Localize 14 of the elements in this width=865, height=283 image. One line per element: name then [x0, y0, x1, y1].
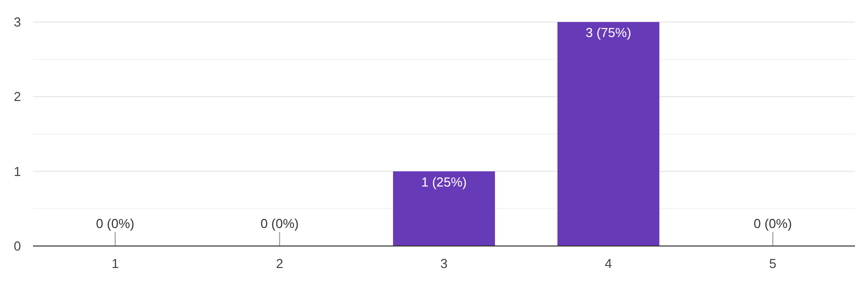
x-tick-label: 3	[440, 256, 448, 271]
y-tick-label: 2	[14, 89, 21, 104]
data-label: 0 (0%)	[260, 216, 299, 231]
x-tick-label: 4	[604, 256, 612, 271]
data-label: 3 (75%)	[586, 25, 632, 40]
y-tick-label: 3	[14, 14, 21, 30]
y-tick-label: 0	[14, 238, 21, 254]
x-tick-label: 5	[769, 256, 776, 271]
data-label: 1 (25%)	[421, 174, 467, 190]
x-tick-label: 2	[276, 256, 284, 271]
data-label: 0 (0%)	[754, 216, 792, 231]
data-label: 0 (0%)	[96, 216, 134, 231]
y-tick-label: 1	[14, 164, 21, 179]
x-tick-label: 1	[112, 256, 119, 271]
